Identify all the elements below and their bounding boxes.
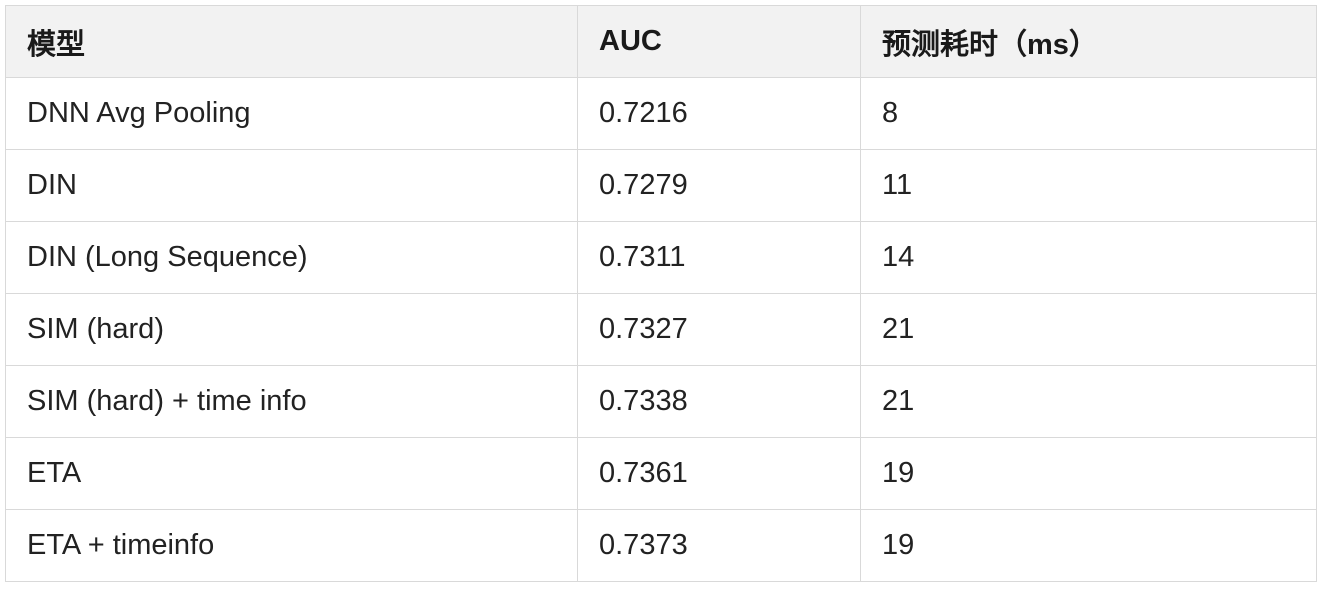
cell-model: ETA [5,437,578,510]
cell-latency: 19 [860,509,1317,582]
table-row: ETA 0.7361 19 [5,437,1317,510]
table-row: DIN (Long Sequence) 0.7311 14 [5,221,1317,294]
cell-auc: 0.7361 [577,437,861,510]
table-row: SIM (hard) 0.7327 21 [5,293,1317,366]
cell-auc: 0.7216 [577,77,861,150]
cell-model: SIM (hard) + time info [5,365,578,438]
header-latency: 预测耗时（ms） [860,5,1317,78]
cell-auc: 0.7311 [577,221,861,294]
cell-model: DIN (Long Sequence) [5,221,578,294]
cell-auc: 0.7327 [577,293,861,366]
cell-model: DNN Avg Pooling [5,77,578,150]
table-row: SIM (hard) + time info 0.7338 21 [5,365,1317,438]
cell-latency: 14 [860,221,1317,294]
header-auc: AUC [577,5,861,78]
cell-auc: 0.7338 [577,365,861,438]
cell-model: SIM (hard) [5,293,578,366]
table-row: DNN Avg Pooling 0.7216 8 [5,77,1317,150]
cell-model: ETA + timeinfo [5,509,578,582]
cell-auc: 0.7279 [577,149,861,222]
header-model: 模型 [5,5,578,78]
cell-latency: 11 [860,149,1317,222]
cell-latency: 19 [860,437,1317,510]
results-table: 模型 AUC 预测耗时（ms） DNN Avg Pooling 0.7216 8… [5,5,1317,582]
table-row: DIN 0.7279 11 [5,149,1317,222]
table-row: ETA + timeinfo 0.7373 19 [5,509,1317,582]
cell-latency: 21 [860,365,1317,438]
table-header-row: 模型 AUC 预测耗时（ms） [5,5,1317,78]
cell-latency: 8 [860,77,1317,150]
cell-auc: 0.7373 [577,509,861,582]
cell-latency: 21 [860,293,1317,366]
cell-model: DIN [5,149,578,222]
